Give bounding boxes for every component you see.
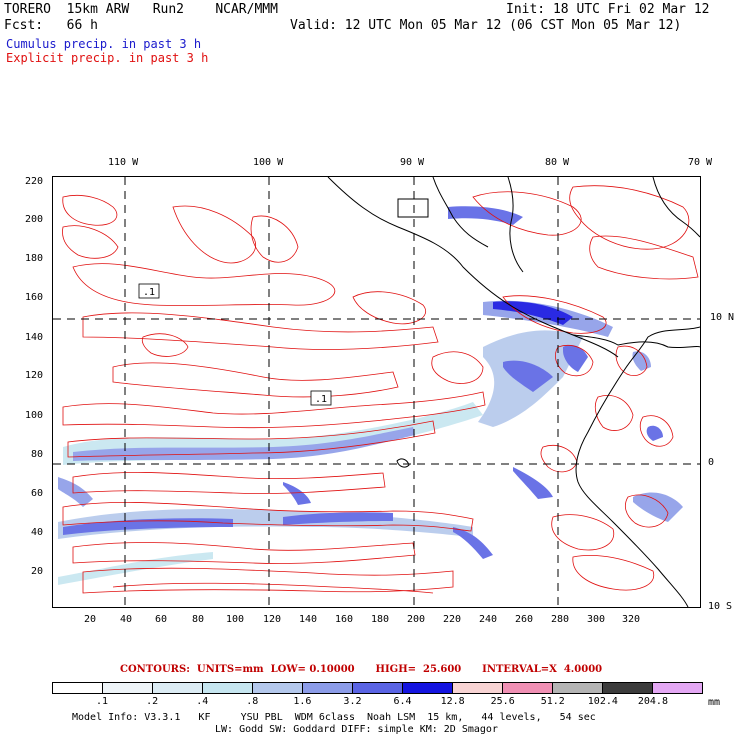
y-tick-120: 120 <box>25 370 44 381</box>
x-tick-160: 160 <box>335 614 354 625</box>
coastlines <box>327 177 700 607</box>
colorbar-label: 12.8 <box>440 696 465 707</box>
colorbar-cell <box>603 683 653 693</box>
contour-label-2: .1 <box>315 394 327 405</box>
lat-lon-grid <box>53 177 700 607</box>
colorbar-label: .8 <box>246 696 259 707</box>
model-title: TORERO 15km ARW Run2 NCAR/MMM <box>4 2 278 17</box>
colorbar-label: 1.6 <box>293 696 312 707</box>
x-tick-100: 100 <box>226 614 245 625</box>
y-tick-200: 200 <box>25 214 44 225</box>
y-tick-100: 100 <box>25 410 44 421</box>
x-tick-260: 260 <box>515 614 534 625</box>
x-tick-180: 180 <box>371 614 390 625</box>
colorbar-label: .2 <box>146 696 159 707</box>
colorbar-label: 204.8 <box>637 696 668 707</box>
x-tick-40: 40 <box>120 614 133 625</box>
y-tick-160: 160 <box>25 292 44 303</box>
colorbar-cell <box>203 683 253 693</box>
lon-label-80w: 80 W <box>545 157 570 168</box>
lon-label-110w: 110 W <box>108 157 139 168</box>
colorbar-cell <box>353 683 403 693</box>
y-tick-80: 80 <box>31 449 44 460</box>
colorbar-cell <box>303 683 353 693</box>
colorbar-label: .1 <box>96 696 109 707</box>
contour-labels: .1 .1 <box>138 283 332 406</box>
colorbar-cell <box>253 683 303 693</box>
colorbar-label: 3.2 <box>343 696 362 707</box>
y-tick-20: 20 <box>31 566 44 577</box>
explicit-legend: Explicit precip. in past 3 h <box>6 51 209 65</box>
colorbar-cell <box>403 683 453 693</box>
y-tick-180: 180 <box>25 253 44 264</box>
colorbar-cell <box>103 683 153 693</box>
x-tick-300: 300 <box>587 614 606 625</box>
colorbar-label: 51.2 <box>540 696 565 707</box>
y-tick-220: 220 <box>25 176 44 187</box>
y-tick-140: 140 <box>25 332 44 343</box>
colorbar-label: .4 <box>196 696 209 707</box>
colorbar-unit: mm <box>708 697 721 708</box>
x-tick-280: 280 <box>551 614 570 625</box>
lat-label-10s: 10 S <box>708 601 733 612</box>
forecast-hour: Fcst: 66 h <box>4 18 98 33</box>
colorbar-cell <box>153 683 203 693</box>
x-tick-120: 120 <box>263 614 282 625</box>
colorbar-cell <box>653 683 702 693</box>
colorbar-label: 6.4 <box>393 696 412 707</box>
colorbar-label: 25.6 <box>490 696 515 707</box>
lat-label-10n: 10 N <box>710 312 735 323</box>
colorbar-cell <box>53 683 103 693</box>
cumulus-precip-shading <box>58 206 683 585</box>
cumulus-legend: Cumulus precip. in past 3 h <box>6 37 202 51</box>
contour-label-1: .1 <box>143 287 155 298</box>
x-tick-80: 80 <box>192 614 205 625</box>
contour-info: CONTOURS: UNITS=mm LOW= 0.10000 HIGH= 25… <box>120 664 603 675</box>
model-info-line1: Model Info: V3.3.1 KF YSU PBL WDM 6class… <box>72 712 596 723</box>
x-tick-220: 220 <box>443 614 462 625</box>
valid-time: Valid: 12 UTC Mon 05 Mar 12 (06 CST Mon … <box>290 18 682 33</box>
y-tick-40: 40 <box>31 527 44 538</box>
lat-label-0: 0 <box>708 457 715 468</box>
x-tick-240: 240 <box>479 614 498 625</box>
map-canvas: .1 .1 <box>53 177 700 607</box>
y-tick-60: 60 <box>31 488 44 499</box>
lon-label-100w: 100 W <box>253 157 284 168</box>
lon-label-70w: 70 W <box>688 157 713 168</box>
x-tick-200: 200 <box>407 614 426 625</box>
lon-label-90w: 90 W <box>400 157 425 168</box>
precip-map: .1 .1 <box>52 176 701 608</box>
colorbar <box>52 682 703 694</box>
colorbar-cell <box>453 683 503 693</box>
colorbar-label: 102.4 <box>587 696 618 707</box>
x-tick-20: 20 <box>84 614 97 625</box>
explicit-precip-contours <box>62 185 699 594</box>
colorbar-cell <box>503 683 553 693</box>
x-tick-140: 140 <box>299 614 318 625</box>
model-info-line2: LW: Godd SW: Goddard DIFF: simple KM: 2D… <box>215 724 498 735</box>
colorbar-cell <box>553 683 603 693</box>
x-tick-320: 320 <box>622 614 641 625</box>
x-tick-60: 60 <box>155 614 168 625</box>
init-time: Init: 18 UTC Fri 02 Mar 12 <box>506 2 710 17</box>
